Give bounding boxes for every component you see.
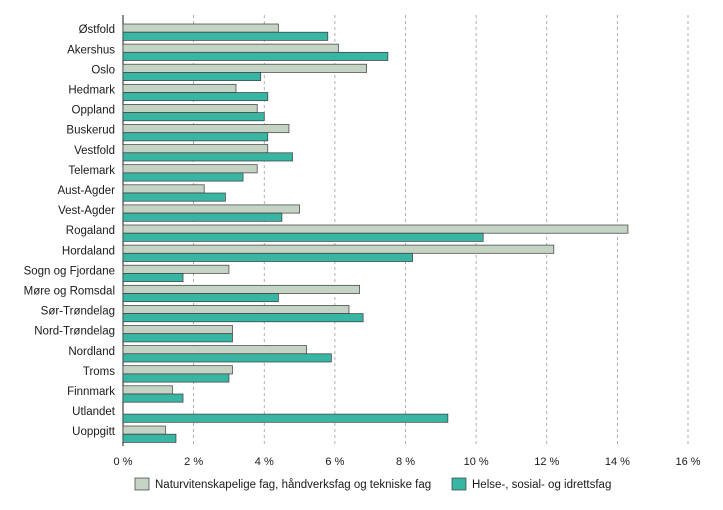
bar-naturvitenskapelige <box>122 23 279 33</box>
bar-helse <box>122 172 244 182</box>
x-tick-label: 14 % <box>605 456 630 468</box>
category-label: Hedmark <box>68 85 115 97</box>
bar-helse <box>122 72 262 81</box>
x-tick-label: 0 % <box>114 456 133 468</box>
category-label: Sogn og Fjordane <box>24 265 115 277</box>
bar-helse <box>122 433 177 443</box>
x-tick-label: 16 % <box>675 456 700 468</box>
category-label: Møre og Romsdal <box>24 286 115 298</box>
bar-naturvitenskapelige <box>122 284 360 294</box>
category-label: Hordaland <box>62 245 115 257</box>
bar-naturvitenskapelige <box>122 264 230 274</box>
bar-naturvitenskapelige <box>122 104 258 113</box>
bar-helse <box>122 353 332 363</box>
bar-helse <box>122 293 279 303</box>
bar-naturvitenskapelige <box>122 83 237 93</box>
bar-helse <box>122 132 269 142</box>
bar-naturvitenskapelige <box>122 204 300 214</box>
x-tick-label: 8 % <box>396 456 415 468</box>
category-label: Vest-Agder <box>58 205 115 217</box>
bar-helse <box>122 232 484 242</box>
category-label: Østfold <box>79 24 115 36</box>
category-label: Troms <box>83 366 115 378</box>
category-label: Nordland <box>68 346 115 358</box>
bar-helse <box>122 313 364 323</box>
legend-label-naturvitenskapelige: Naturvitenskapelige fag, håndverksfag og… <box>155 479 431 491</box>
bar-helse <box>122 252 413 262</box>
category-label: Aust-Agder <box>57 185 115 197</box>
x-tick-label: 12 % <box>534 456 559 468</box>
bar-naturvitenskapelige <box>122 164 258 174</box>
bar-helse <box>122 152 293 162</box>
x-axis-ticks: 0 % 2 % 4 % 6 % 8 % 10 % 12 % 14 % 16 % <box>114 456 701 468</box>
legend-label-helse: Helse-, sosial- og idrettsfag <box>472 479 611 491</box>
category-label: Uoppgitt <box>72 426 116 438</box>
bar-naturvitenskapelige <box>122 385 173 395</box>
category-label: Rogaland <box>66 225 115 237</box>
bars <box>122 23 629 443</box>
bar-helse <box>122 273 184 282</box>
bar-helse <box>122 413 449 423</box>
bar-naturvitenskapelige <box>122 184 205 194</box>
bar-helse <box>122 51 389 61</box>
category-label: Finnmark <box>67 386 115 398</box>
bar-naturvitenskapelige <box>122 325 233 335</box>
category-label: Vestfold <box>74 145 115 157</box>
bar-naturvitenskapelige <box>122 244 555 254</box>
category-label: Oppland <box>72 105 115 117</box>
bar-naturvitenskapelige <box>122 425 166 435</box>
bar-naturvitenskapelige <box>122 224 629 234</box>
category-labels: Østfold Akershus Oslo Hedmark Oppland Buskeru… <box>24 24 116 438</box>
legend-swatch-naturvitenskapelige <box>134 477 150 491</box>
category-label: Telemark <box>68 165 115 177</box>
bar-helse <box>122 92 269 102</box>
category-label: Utlandet <box>72 406 116 418</box>
bar-naturvitenskapelige <box>122 365 233 375</box>
x-tick-label: 2 % <box>184 456 203 468</box>
bar-naturvitenskapelige <box>122 63 368 73</box>
bar-naturvitenskapelige <box>122 345 307 355</box>
category-label: Sør-Trøndelag <box>41 306 115 318</box>
bar-helse <box>122 212 283 222</box>
category-label: Oslo <box>91 64 115 76</box>
legend: Naturvitenskapelige fag, håndverksfag og… <box>134 477 611 491</box>
legend-swatch-helse <box>451 477 467 491</box>
bar-helse <box>122 31 329 41</box>
bar-helse <box>122 192 226 202</box>
x-tick-label: 4 % <box>255 456 274 468</box>
bar-helse <box>122 373 230 383</box>
bar-naturvitenskapelige <box>122 43 339 53</box>
bar-naturvitenskapelige <box>122 144 269 154</box>
bar-helse <box>122 333 233 343</box>
bar-helse <box>122 393 184 403</box>
category-label: Buskerud <box>66 125 115 137</box>
x-tick-label: 6 % <box>325 456 344 468</box>
bar-naturvitenskapelige <box>122 124 290 134</box>
bar-naturvitenskapelige <box>122 305 350 314</box>
x-tick-label: 10 % <box>464 456 489 468</box>
category-label: Akershus <box>67 44 115 56</box>
category-label: Nord-Trøndelag <box>34 326 115 338</box>
bar-helse <box>122 112 265 122</box>
